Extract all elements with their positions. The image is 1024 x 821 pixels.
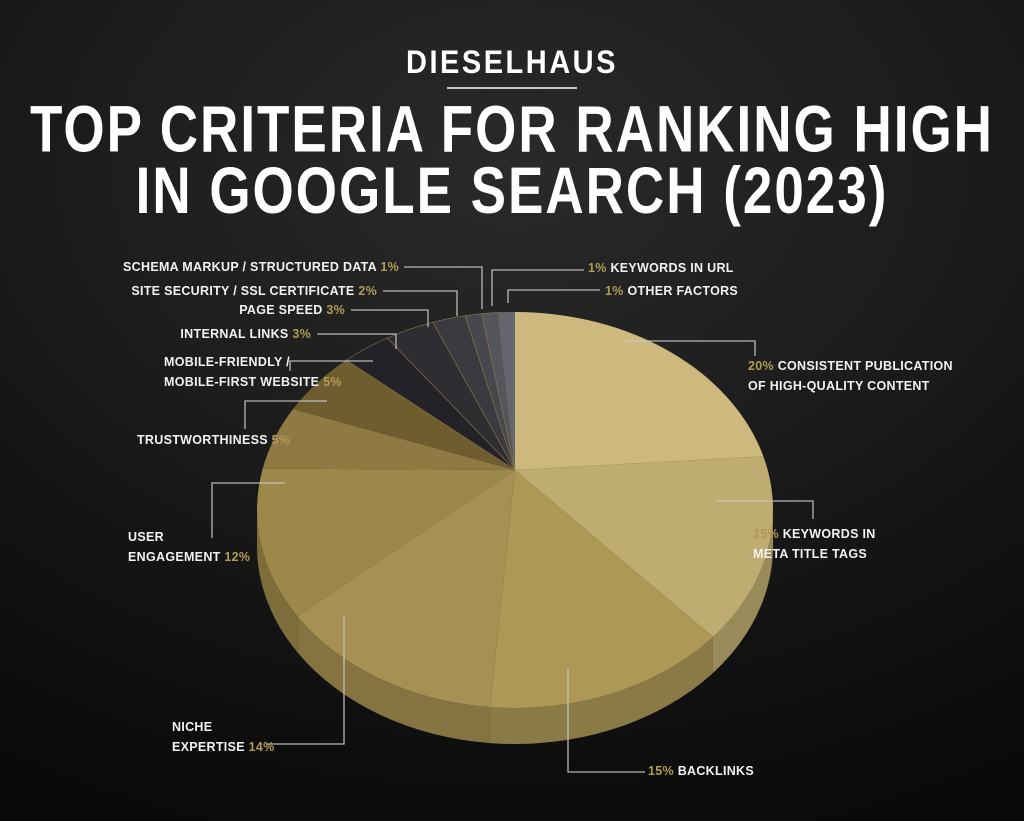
pie-slice-niche-expertise: [297, 470, 515, 708]
label-text: MOBILE-FIRST WEBSITE: [164, 375, 320, 389]
label-pct: 20%: [748, 359, 774, 373]
label-keywords-in-url: 1% KEYWORDS IN URL: [588, 261, 734, 275]
label-text: SCHEMA MARKUP / STRUCTURED DATA: [123, 260, 377, 274]
pie-slices: [257, 312, 774, 709]
brand-name: DIESELHAUS: [406, 45, 618, 81]
label-consistent-publication: 20% CONSISTENT PUBLICATION OF HIGH-QUALI…: [748, 356, 953, 396]
page-title: TOP CRITERIA FOR RANKING HIGH IN GOOGLE …: [0, 92, 1024, 228]
pie-side-walls: [257, 510, 773, 745]
label-pct: 15%: [753, 527, 779, 541]
label-site-security: SITE SECURITY / SSL CERTIFICATE 2%: [131, 284, 377, 298]
label-text: KEYWORDS IN URL: [610, 261, 734, 275]
label-pct: 1%: [605, 284, 624, 298]
pie-slice-user-engagement: [257, 468, 515, 617]
label-pct: 5%: [323, 375, 342, 389]
label-text: META TITLE TAGS: [753, 547, 867, 561]
label-niche-expertise: NICHE EXPERTISE 14%: [172, 717, 275, 757]
label-text: PAGE SPEED: [239, 303, 323, 317]
page-title-line1: TOP CRITERIA FOR RANKING HIGH: [30, 92, 994, 167]
label-text: TRUSTWORTHINESS: [137, 433, 268, 447]
pie-slice-mobile-friendly-mobile: [292, 360, 515, 470]
label-pct: 5%: [271, 433, 291, 447]
label-text: EXPERTISE: [172, 740, 245, 754]
page-title-line2: IN GOOGLE SEARCH (2023): [135, 154, 889, 228]
pie-slice-consistent-publication-of: [515, 312, 764, 470]
label-keywords-meta-title: 15% KEYWORDS IN META TITLE TAGS: [753, 524, 876, 564]
label-text: OTHER FACTORS: [627, 284, 739, 298]
label-backlinks: 15% BACKLINKS: [648, 764, 754, 778]
leader-line-trust: [244, 400, 327, 429]
leader-line-keyurl: [491, 269, 584, 306]
leader-line-meta: [717, 500, 814, 519]
pie-side-keywords-in-meta: [712, 510, 773, 673]
pie-slice-trustworthiness: [262, 409, 515, 470]
label-internal-links: INTERNAL LINKS 3%: [180, 327, 311, 341]
label-text: KEYWORDS IN: [782, 527, 876, 541]
leader-lines: [211, 266, 814, 773]
brand-underline: [447, 87, 577, 89]
pie-slice-keywords-in-url: [481, 312, 516, 471]
leader-line-user: [211, 482, 285, 538]
pie-side-niche-expertise: [297, 616, 490, 744]
leader-line-schema: [404, 266, 483, 309]
pie-slice-backlinks: [489, 470, 713, 709]
label-pct: 15%: [648, 764, 674, 778]
leader-line-page: [351, 309, 429, 327]
leader-line-mobile: [289, 360, 373, 371]
leader-line-other: [507, 289, 600, 303]
label-text: USER: [128, 530, 164, 544]
leader-line-backlinks: [567, 669, 645, 773]
pie-side-user-engagement: [257, 510, 298, 653]
label-text: NICHE: [172, 720, 213, 734]
label-text: ENGAGEMENT: [128, 550, 221, 564]
label-pct: 1%: [588, 261, 607, 275]
label-user-engagement: USER ENGAGEMENT 12%: [128, 527, 250, 567]
label-text: INTERNAL LINKS: [180, 327, 289, 341]
pie-slice-keywords-in-meta: [515, 456, 774, 637]
label-trustworthiness: TRUSTWORTHINESS 5%: [137, 433, 290, 447]
label-text: OF HIGH-QUALITY CONTENT: [748, 379, 930, 393]
leader-line-niche: [266, 617, 345, 745]
label-pct: 2%: [358, 284, 377, 298]
leader-line-consistent: [622, 340, 756, 356]
label-text: SITE SECURITY / SSL CERTIFICATE: [131, 284, 355, 298]
label-page-speed: PAGE SPEED 3%: [239, 303, 345, 317]
label-other-factors: 1% OTHER FACTORS: [605, 284, 738, 298]
leader-line-internal: [317, 333, 397, 349]
label-mobile-friendly: MOBILE-FRIENDLY / MOBILE-FIRST WEBSITE 5…: [164, 352, 342, 392]
pie-slice-other-factors: [498, 312, 515, 470]
label-pct: 3%: [326, 303, 345, 317]
label-text: BACKLINKS: [677, 764, 755, 778]
label-pct: 1%: [380, 260, 399, 274]
label-pct: 12%: [224, 550, 251, 564]
leader-line-site: [383, 290, 458, 316]
label-pct: 3%: [292, 327, 311, 341]
pie-side-backlinks: [489, 637, 713, 745]
label-text: CONSISTENT PUBLICATION: [777, 359, 953, 373]
label-schema-markup: SCHEMA MARKUP / STRUCTURED DATA 1%: [123, 260, 399, 274]
label-text: MOBILE-FRIENDLY /: [164, 355, 290, 369]
label-pct: 14%: [248, 740, 275, 754]
